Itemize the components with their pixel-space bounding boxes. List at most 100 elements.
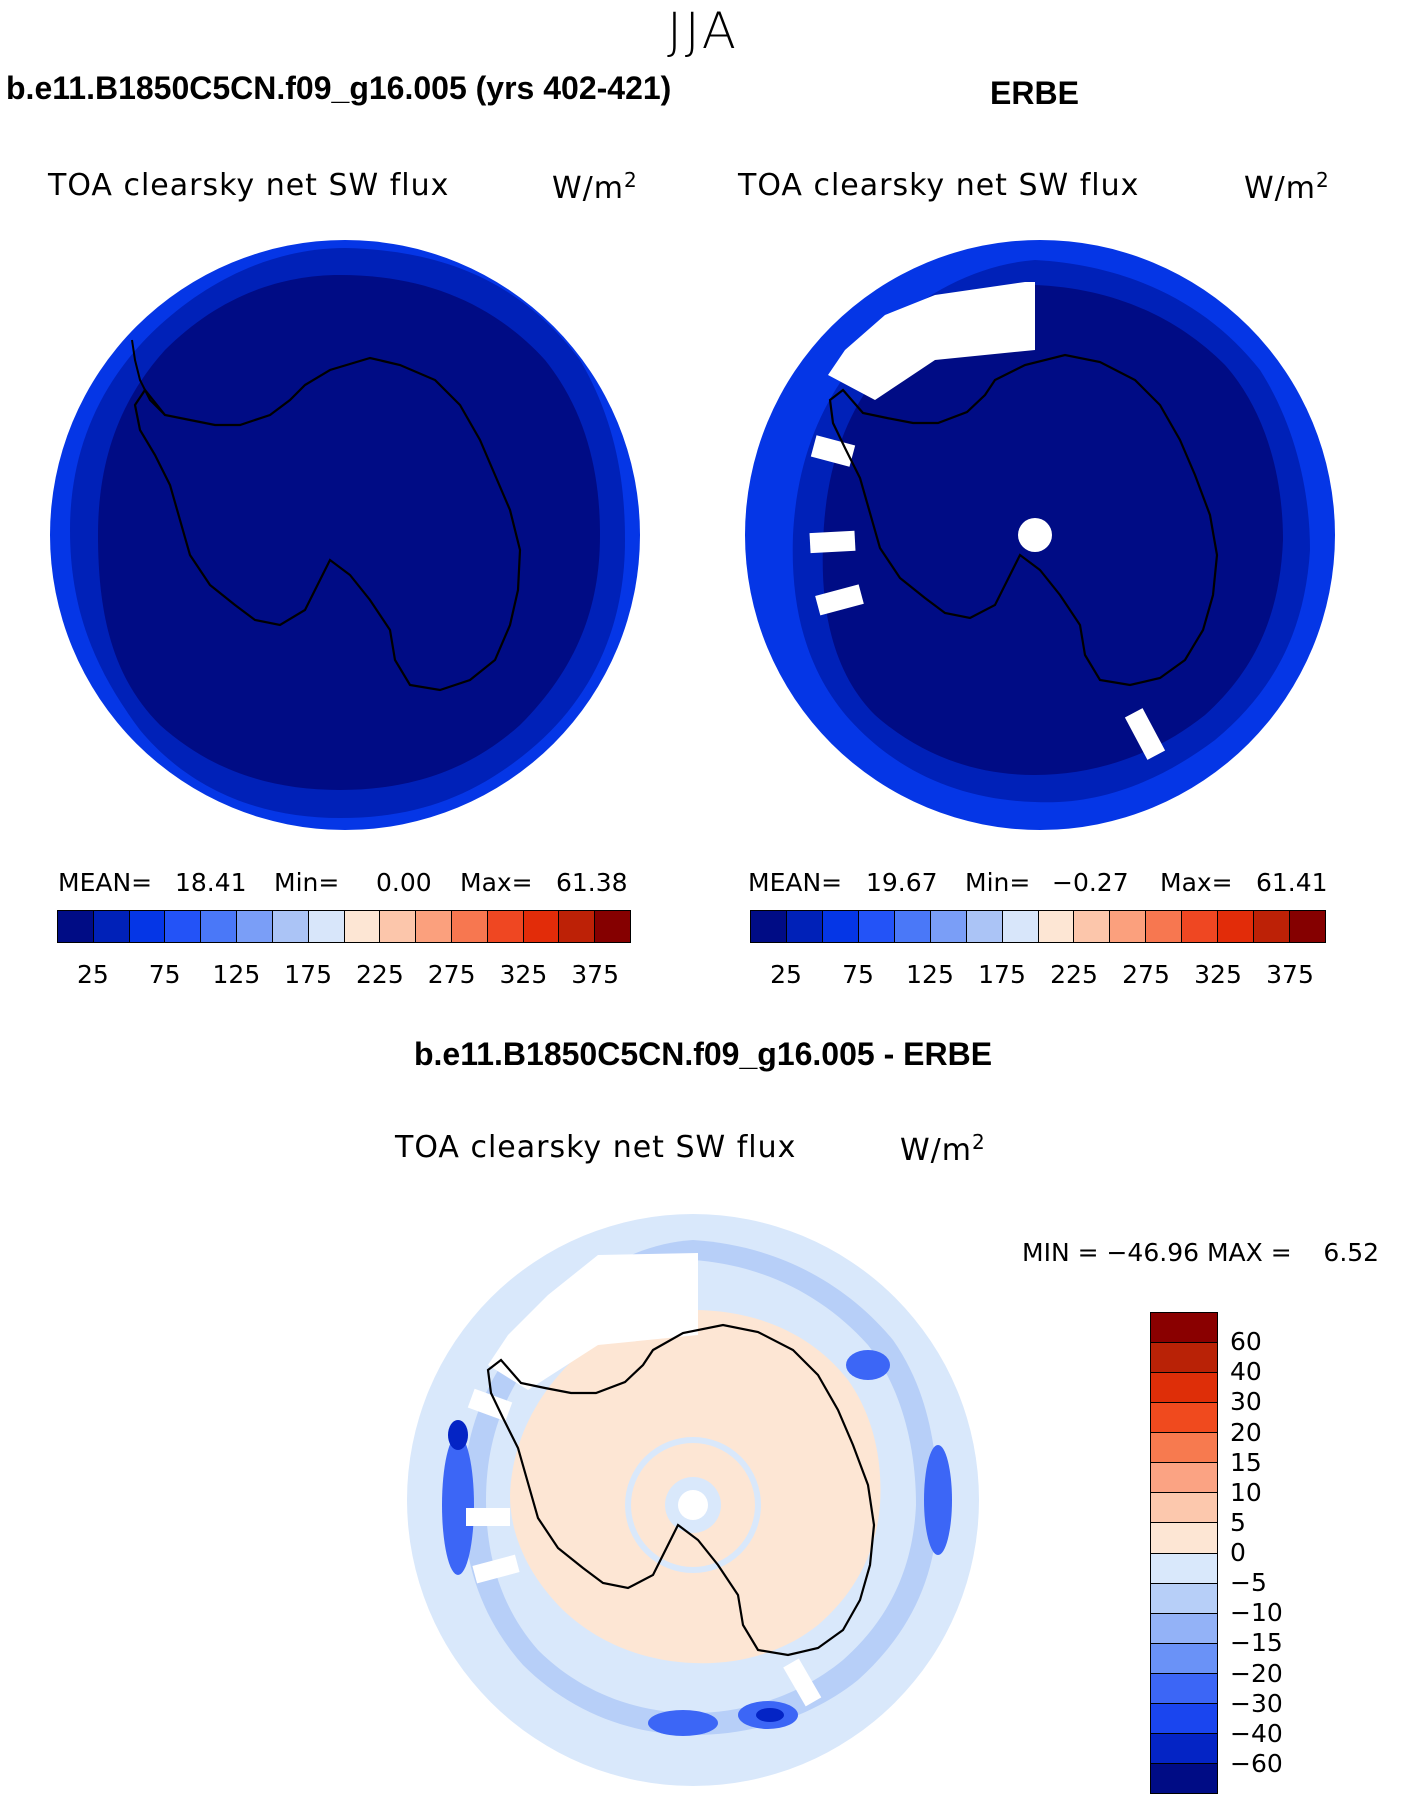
diff-panel-header: b.e11.B1850C5CN.f09_g16.005 - ERBE <box>413 1036 993 1072</box>
colorbar-swatch <box>822 911 859 942</box>
colorbar-tick-label: 325 <box>1194 960 1242 989</box>
obs-pole-hole <box>1018 518 1052 552</box>
colorbar-swatch <box>1146 911 1183 942</box>
colorbar-swatch <box>1151 1313 1217 1344</box>
obs-var-title: TOA clearsky net SW flux <box>738 168 1140 203</box>
model-inner-region <box>98 275 600 790</box>
colorbar-swatch <box>1151 1673 1217 1704</box>
colorbar-tick-label: 25 <box>770 960 802 989</box>
colorbar-tick-label: −20 <box>1230 1658 1283 1688</box>
diff-strong-patch-1 <box>756 1708 784 1722</box>
diff-units-base: W/m <box>900 1133 972 1168</box>
colorbar-tick-label: 75 <box>148 960 181 989</box>
colorbar-tick-label: −60 <box>1230 1748 1283 1778</box>
diff-patch-5 <box>846 1350 890 1380</box>
diff-pole-hole <box>678 1490 708 1520</box>
diff-negative-patches <box>442 1350 952 1736</box>
season-title: JJA <box>667 2 739 60</box>
colorbar-swatch <box>1151 1403 1217 1434</box>
obs-min-label: Min= <box>965 868 1031 897</box>
colorbar-swatch <box>595 911 630 942</box>
model-antarctica-outline <box>133 356 522 692</box>
colorbar-swatch <box>1110 911 1147 942</box>
obs-antarctica-outline <box>828 353 1219 687</box>
model-var-title: TOA clearsky net SW flux <box>48 168 450 203</box>
model-mean-value: 18.41 <box>175 868 247 897</box>
colorbar-tick-label: 60 <box>1230 1327 1262 1357</box>
colorbar-swatch <box>451 911 488 942</box>
colorbar-tick-label: −40 <box>1230 1718 1283 1748</box>
colorbar-tick-label: 325 <box>499 960 548 989</box>
obs-missing-data <box>809 282 1166 760</box>
colorbar-swatch <box>786 911 823 942</box>
colorbar-tick-label: 225 <box>356 960 404 989</box>
colorbar-swatch <box>930 911 967 942</box>
colorbar-tick-label: 40 <box>1230 1357 1262 1387</box>
colorbar-tick-label: 175 <box>284 960 332 989</box>
model-peninsula-outline <box>131 339 166 416</box>
colorbar-swatch <box>93 911 130 942</box>
colorbar-tick-label: 125 <box>212 960 261 989</box>
model-polar-map <box>50 240 640 830</box>
colorbar-swatch <box>751 911 787 942</box>
colorbar-tick-label: −10 <box>1230 1598 1283 1628</box>
colorbar-swatch <box>1151 1703 1217 1734</box>
colorbar-swatch <box>1002 911 1039 942</box>
obs-missing-strip-4 <box>1124 708 1166 760</box>
obs-min-value: −0.27 <box>1052 868 1129 897</box>
colorbar-tick-label: 275 <box>1122 960 1170 989</box>
colorbar-swatch <box>1151 1733 1217 1764</box>
diff-minmax: MIN = −46.96 MAX = 6.52 <box>1022 1238 1380 1267</box>
diff-missing-strip-2 <box>466 1508 510 1526</box>
model-colorbar <box>57 910 631 943</box>
obs-missing-sector-1 <box>828 282 1035 400</box>
diff-polar-map <box>407 1214 979 1786</box>
obs-max-label: Max= <box>1160 868 1233 897</box>
colorbar-swatch <box>380 911 417 942</box>
colorbar-tick-label: 30 <box>1230 1387 1262 1417</box>
diff-var-title: TOA clearsky net SW flux <box>395 1130 797 1165</box>
model-units-exp: 2 <box>624 168 638 192</box>
obs-colorbar <box>750 910 1326 943</box>
colorbar-swatch <box>1151 1343 1217 1374</box>
colorbar-swatch <box>858 911 895 942</box>
model-min-value: 0.00 <box>376 868 432 897</box>
colorbar-tick-label: 75 <box>842 960 874 989</box>
model-panel-header: b.e11.B1850C5CN.f09_g16.005 (yrs 402-421… <box>6 70 672 106</box>
colorbar-swatch <box>966 911 1003 942</box>
obs-units-exp: 2 <box>1316 168 1330 192</box>
colorbar-tick-label: 375 <box>1266 960 1314 989</box>
diff-strong-patch-2 <box>448 1420 468 1450</box>
model-max-value: 61.38 <box>556 868 628 897</box>
colorbar-swatch <box>559 911 596 942</box>
colorbar-swatch <box>308 911 345 942</box>
model-units-base: W/m <box>552 171 624 206</box>
obs-mean-value: 19.67 <box>866 868 938 897</box>
colorbar-swatch <box>1151 1523 1217 1554</box>
colorbar-swatch <box>1038 911 1075 942</box>
colorbar-tick-label: 375 <box>571 960 619 989</box>
colorbar-tick-label: 20 <box>1230 1417 1262 1447</box>
colorbar-swatch <box>487 911 524 942</box>
diff-patch-2 <box>924 1445 952 1555</box>
obs-missing-strip-2 <box>809 530 856 554</box>
model-min-label: Min= <box>274 868 340 897</box>
colorbar-tick-label: 175 <box>978 960 1026 989</box>
diff-patch-4 <box>648 1710 718 1736</box>
diff-patch-1 <box>442 1435 474 1575</box>
colorbar-swatch <box>1218 911 1255 942</box>
colorbar-swatch <box>1151 1613 1217 1644</box>
colorbar-tick-label: −30 <box>1230 1688 1283 1718</box>
colorbar-swatch <box>1151 1493 1217 1524</box>
colorbar-swatch <box>1254 911 1291 942</box>
colorbar-swatch <box>416 911 452 942</box>
obs-missing-strip-3 <box>815 584 864 616</box>
colorbar-tick-label: −15 <box>1230 1628 1283 1658</box>
colorbar-swatch <box>58 911 94 942</box>
colorbar-swatch <box>1151 1373 1217 1404</box>
colorbar-swatch <box>1151 1553 1217 1584</box>
obs-missing-strip-1 <box>810 435 856 467</box>
colorbar-swatch <box>1151 1583 1217 1614</box>
obs-polar-map <box>745 240 1335 830</box>
diff-units: W/m2 <box>900 1130 986 1168</box>
